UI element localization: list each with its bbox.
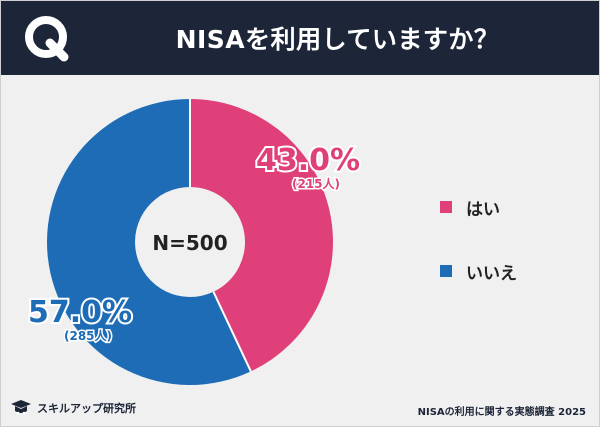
- legend-item-0: はい: [440, 195, 517, 220]
- graduation-cap-icon: [11, 400, 31, 415]
- legend-label: はい: [466, 199, 500, 220]
- page-title: NISAを利用していますか？: [175, 25, 500, 54]
- legend-swatch: [440, 265, 452, 277]
- q-logo-icon: [25, 16, 69, 62]
- header-bar: NISAを利用していますか？: [1, 1, 599, 75]
- legend-item-1: いいえ: [440, 259, 517, 284]
- legend-label: いいえ: [466, 263, 517, 284]
- footer-logo: スキルアップ研究所: [10, 398, 136, 418]
- percent-label-1: 57.0%: [28, 295, 132, 330]
- legend: はい いいえ: [440, 195, 517, 323]
- slice-separator: [212, 291, 252, 372]
- count-label-0: (215人): [292, 176, 340, 191]
- percent-label-0: 43.0%: [256, 143, 360, 178]
- count-label-1: (285人): [64, 328, 112, 343]
- donut-chart: N=500 43.0%(215人) 57.0%(285人): [26, 98, 362, 385]
- slice-1: [47, 98, 251, 385]
- brand-name: スキルアップ研究所: [37, 402, 136, 415]
- center-label: N=500: [152, 231, 227, 255]
- source-note: NISAの利用に関する実態調査 2025: [417, 407, 586, 418]
- legend-swatch: [440, 201, 452, 213]
- slice-0: [190, 99, 334, 372]
